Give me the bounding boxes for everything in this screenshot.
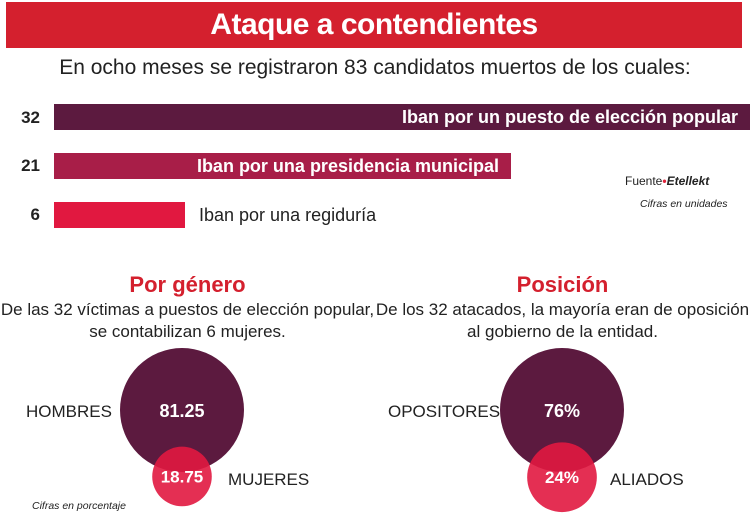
gender-description: De las 32 víctimas a puestos de elección… xyxy=(0,300,375,341)
position-description: De los 32 atacados, la mayoría eran de o… xyxy=(375,300,750,341)
gender-title: Por género xyxy=(129,272,246,297)
circle-label-women: MUJERES xyxy=(228,470,310,489)
chart-subtitle: En ocho meses se registraron 83 candidat… xyxy=(59,56,691,79)
circle-mujeres xyxy=(152,446,212,507)
bar-value-label: 32 xyxy=(21,108,40,127)
percent-note: Cifras en porcentaje xyxy=(32,500,126,512)
circle-opositores xyxy=(500,348,624,472)
bar-category-label: Iban por una presidencia municipal xyxy=(196,155,499,176)
circle-label-men: HOMBRES xyxy=(26,402,112,421)
bar-elected-post: Iban por un puesto de elección popular xyxy=(54,104,750,130)
circle-label-allies: ALIADOS xyxy=(610,470,684,489)
bar-category-label: Iban por un puesto de elección popular xyxy=(401,106,738,127)
bar-value-label: 21 xyxy=(21,156,40,175)
source-credit: Fuente•Etellekt xyxy=(625,174,710,188)
bar-municipal-presidency: Iban por una presidencia municipal xyxy=(54,153,511,179)
page-title: Ataque a contendientes xyxy=(6,2,742,48)
circle-value-label: 81.25 xyxy=(159,401,204,421)
circle-value-label: 76% xyxy=(544,401,580,421)
circle-label-opposition: OPOSITORES xyxy=(388,402,501,421)
units-note: Cifras en unidades xyxy=(640,198,728,210)
bar-councillor xyxy=(54,202,185,228)
position-title: Posición xyxy=(516,272,609,297)
bar-category-label: Iban por una regiduría xyxy=(199,205,377,225)
circle-value-label: 24% xyxy=(545,468,579,487)
circle-aliados xyxy=(527,442,597,513)
bar-value-label: 6 xyxy=(30,205,40,224)
circle-value-label: 18.75 xyxy=(161,467,204,486)
circle-hombres xyxy=(120,348,244,472)
